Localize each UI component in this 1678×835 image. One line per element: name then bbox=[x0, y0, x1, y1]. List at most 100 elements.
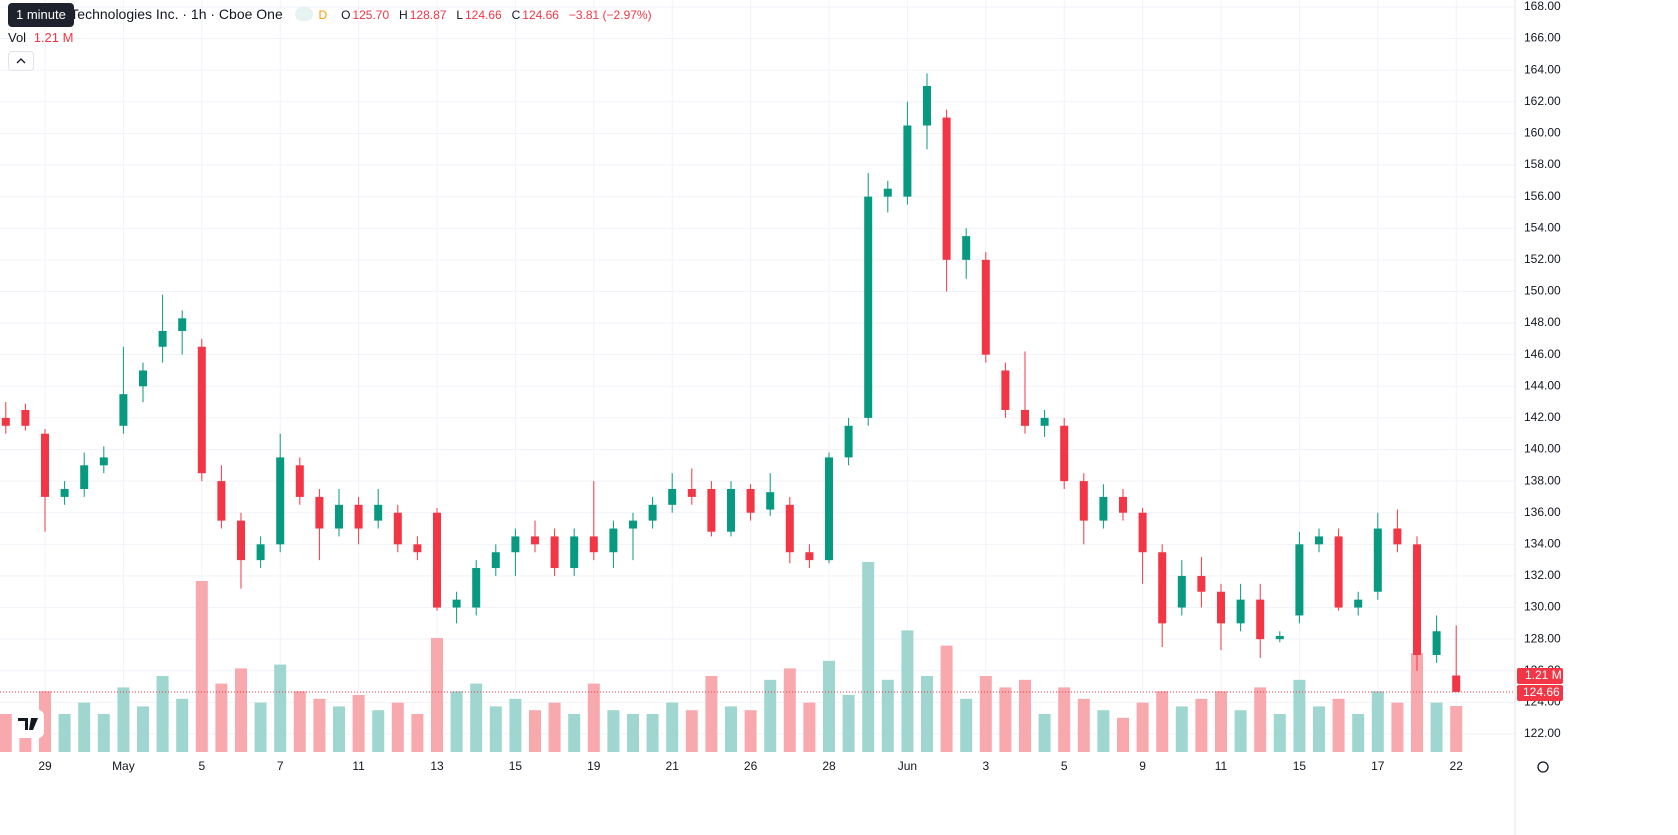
volume-bar bbox=[372, 710, 385, 752]
candle-body bbox=[1393, 528, 1402, 545]
volume-bar bbox=[333, 706, 345, 752]
candle-body bbox=[707, 489, 716, 532]
volume-bar bbox=[1430, 702, 1443, 752]
tooltip: 1 minute bbox=[8, 3, 74, 27]
y-tick-label: 154.00 bbox=[1524, 220, 1561, 234]
x-tick-label: 29 bbox=[38, 759, 52, 773]
candle-body bbox=[178, 318, 187, 331]
volume-bar bbox=[411, 714, 424, 752]
volume-bar bbox=[1058, 687, 1071, 752]
volume-bar bbox=[646, 714, 659, 752]
volume-bar bbox=[529, 710, 541, 752]
candle-body bbox=[119, 394, 128, 426]
y-tick-label: 142.00 bbox=[1524, 410, 1561, 424]
y-tick-label: 152.00 bbox=[1524, 252, 1561, 266]
volume-bar bbox=[58, 714, 71, 752]
volume-bar bbox=[921, 676, 933, 752]
volume-bar bbox=[744, 710, 757, 752]
y-tick-label: 162.00 bbox=[1524, 94, 1561, 108]
x-tick-label: 21 bbox=[666, 759, 680, 773]
volume-bar bbox=[1215, 691, 1227, 752]
y-tick-label: 130.00 bbox=[1524, 600, 1561, 614]
high-value: 128.87 bbox=[409, 8, 447, 22]
candle-body bbox=[256, 544, 265, 561]
candle-body bbox=[1079, 481, 1088, 521]
x-tick-label: 15 bbox=[1293, 759, 1307, 773]
y-tick-label: 136.00 bbox=[1524, 505, 1561, 519]
candle-body bbox=[1099, 496, 1108, 521]
candle-body bbox=[315, 496, 324, 529]
candle-body bbox=[629, 520, 637, 529]
y-tick-label: 146.00 bbox=[1524, 347, 1561, 361]
volume-bar bbox=[274, 664, 287, 752]
x-tick-label: 19 bbox=[587, 759, 601, 773]
volume-bar bbox=[137, 706, 149, 752]
candle-body bbox=[158, 330, 167, 347]
volume-bar bbox=[391, 702, 404, 752]
candle-body bbox=[1001, 370, 1010, 410]
high-label: H bbox=[399, 8, 408, 22]
y-tick-label: 148.00 bbox=[1524, 315, 1561, 329]
volume-bar bbox=[1391, 702, 1404, 752]
candle-body bbox=[491, 552, 500, 569]
candle-body bbox=[1295, 544, 1304, 616]
volume-bar bbox=[1019, 679, 1031, 752]
candle-body bbox=[1177, 575, 1186, 608]
x-tick-label: Jun bbox=[898, 759, 917, 773]
x-tick-label: 28 bbox=[822, 759, 836, 773]
candle-body bbox=[1413, 544, 1421, 655]
x-tick-label: 22 bbox=[1450, 759, 1464, 773]
volume-bar bbox=[156, 676, 169, 752]
volume-axis-label: 1.21 M bbox=[1525, 668, 1562, 682]
volume-bar bbox=[783, 668, 796, 752]
volume-bar bbox=[764, 679, 777, 752]
low-label: L bbox=[456, 8, 463, 22]
volume-bar bbox=[1450, 706, 1463, 752]
volume-bar bbox=[1038, 714, 1051, 752]
candle-body bbox=[1334, 536, 1343, 608]
candle-body bbox=[687, 489, 696, 497]
candle-body bbox=[1236, 599, 1245, 624]
x-tick-label: 26 bbox=[744, 759, 758, 773]
y-tick-label: 168.00 bbox=[1524, 0, 1561, 13]
volume-bar bbox=[881, 679, 894, 752]
candle-body bbox=[942, 117, 951, 260]
candle-body bbox=[1119, 496, 1127, 513]
y-tick-label: 138.00 bbox=[1524, 473, 1561, 487]
candle-body bbox=[21, 409, 30, 426]
candle-body bbox=[374, 504, 383, 521]
candle-body bbox=[1256, 599, 1265, 640]
volume-legend: Vol 1.21 M bbox=[8, 30, 73, 45]
volume-bar bbox=[450, 691, 463, 752]
candle-body bbox=[41, 433, 49, 497]
y-tick-label: 166.00 bbox=[1524, 31, 1561, 45]
candle-body bbox=[844, 425, 853, 458]
volume-bar bbox=[1097, 710, 1110, 752]
candle-body bbox=[60, 489, 69, 497]
volume-bar bbox=[940, 645, 953, 752]
candle-body bbox=[393, 512, 402, 545]
candle-body bbox=[668, 489, 677, 505]
candle-body bbox=[825, 457, 833, 561]
candle-body bbox=[923, 85, 931, 126]
volume-bar bbox=[1313, 706, 1325, 752]
candle-body bbox=[727, 489, 735, 532]
y-tick-label: 132.00 bbox=[1524, 568, 1561, 582]
volume-bar bbox=[0, 714, 12, 752]
volume-bar bbox=[823, 660, 835, 752]
close-label: C bbox=[511, 8, 521, 22]
candle-body bbox=[1, 417, 10, 426]
candle-body bbox=[531, 536, 539, 545]
candle-body bbox=[295, 465, 304, 497]
volume-bar bbox=[901, 630, 914, 752]
y-tick-label: 128.00 bbox=[1524, 631, 1561, 645]
volume-bar bbox=[1234, 710, 1247, 752]
volume-bar bbox=[195, 581, 208, 752]
volume-bar bbox=[39, 691, 51, 752]
collapse-button[interactable] bbox=[8, 51, 34, 71]
y-tick-label: 140.00 bbox=[1524, 442, 1561, 456]
candle-body bbox=[1138, 512, 1147, 553]
volume-bar bbox=[1411, 653, 1423, 752]
volume-bar bbox=[176, 698, 189, 752]
volume-bar bbox=[1332, 698, 1345, 752]
